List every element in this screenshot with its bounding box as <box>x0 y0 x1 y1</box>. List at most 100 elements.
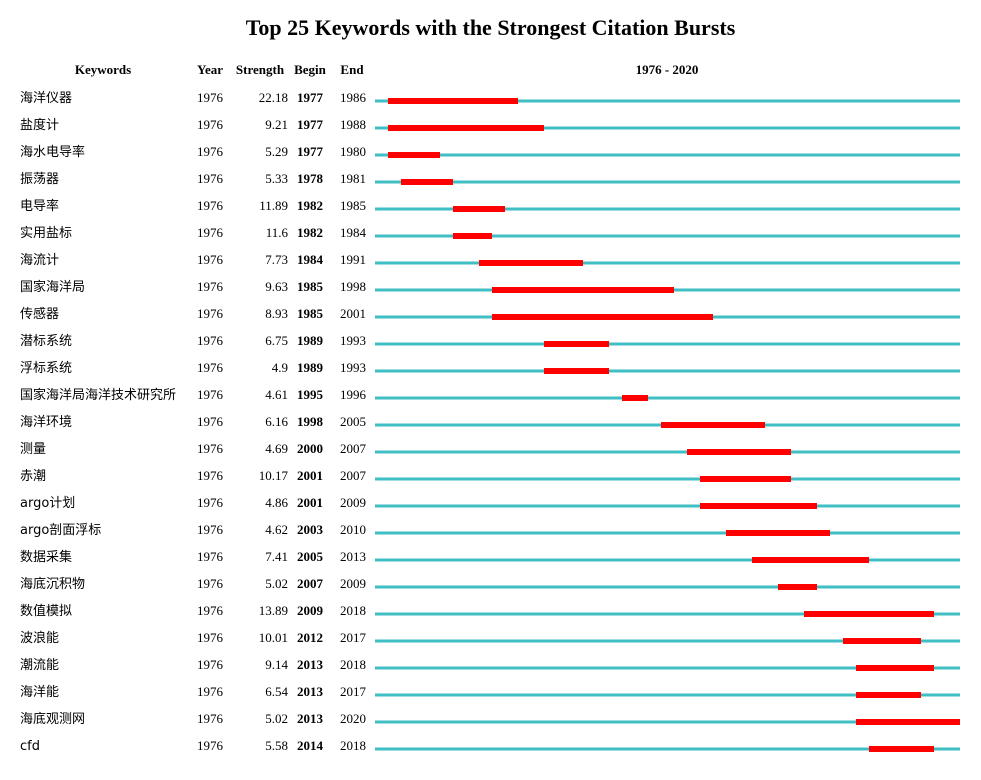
begin-cell: 2007 <box>297 576 324 591</box>
keyword-label: 电导率 <box>20 198 59 214</box>
begin-cell: 1985 <box>297 279 324 294</box>
year-cell: 1976 <box>197 684 224 699</box>
begin-cell: 2001 <box>297 468 323 483</box>
keyword-label: 海流计 <box>20 253 59 268</box>
strength-cell: 5.58 <box>265 738 288 753</box>
begin-cell: 2012 <box>297 630 323 645</box>
strength-cell: 8.93 <box>265 306 288 321</box>
header-timeline: 1976 - 2020 <box>636 62 699 77</box>
year-cell: 1976 <box>197 198 224 213</box>
strength-cell: 13.89 <box>259 603 288 618</box>
strength-cell: 5.29 <box>265 144 288 159</box>
keyword-label: 波浪能 <box>20 631 59 646</box>
header-keywords: Keywords <box>75 62 131 77</box>
keyword-label: 国家海洋局海洋技术研究所 <box>20 387 176 403</box>
year-cell: 1976 <box>197 441 224 456</box>
begin-cell: 1985 <box>297 306 324 321</box>
begin-cell: 2013 <box>297 711 324 726</box>
year-cell: 1976 <box>197 603 224 618</box>
strength-cell: 7.41 <box>265 549 288 564</box>
end-cell: 1984 <box>340 225 367 240</box>
keyword-label: 传感器 <box>20 306 59 322</box>
strength-cell: 11.89 <box>259 198 288 213</box>
begin-cell: 2013 <box>297 657 324 672</box>
keyword-label: 海洋环境 <box>20 415 72 430</box>
end-cell: 1993 <box>340 333 366 348</box>
end-cell: 2007 <box>340 468 367 483</box>
year-cell: 1976 <box>197 171 224 186</box>
end-cell: 2001 <box>340 306 366 321</box>
year-cell: 1976 <box>197 225 224 240</box>
end-cell: 1998 <box>340 279 366 294</box>
strength-cell: 10.01 <box>259 630 288 645</box>
strength-cell: 9.14 <box>265 657 288 672</box>
end-cell: 1988 <box>340 117 366 132</box>
year-cell: 1976 <box>197 360 224 375</box>
begin-cell: 2003 <box>297 522 324 537</box>
strength-cell: 4.9 <box>272 360 288 375</box>
year-cell: 1976 <box>197 738 224 753</box>
header-strength: Strength <box>236 62 285 77</box>
end-cell: 2017 <box>340 684 367 699</box>
begin-cell: 2013 <box>297 684 324 699</box>
end-cell: 2018 <box>340 657 366 672</box>
year-cell: 1976 <box>197 117 224 132</box>
end-cell: 1991 <box>340 252 366 267</box>
strength-cell: 6.16 <box>265 414 288 429</box>
year-cell: 1976 <box>197 333 224 348</box>
begin-cell: 1984 <box>297 252 324 267</box>
keyword-label: 潮流能 <box>20 658 59 673</box>
year-cell: 1976 <box>197 711 224 726</box>
keyword-label: 振荡器 <box>20 172 59 187</box>
strength-cell: 9.63 <box>265 279 288 294</box>
begin-cell: 2001 <box>297 495 323 510</box>
keyword-label: 数据采集 <box>20 549 72 565</box>
strength-cell: 5.02 <box>265 576 288 591</box>
keyword-label: 海洋仪器 <box>20 91 72 106</box>
begin-cell: 1989 <box>297 333 324 348</box>
keyword-label: 海底沉积物 <box>20 576 85 592</box>
begin-cell: 1977 <box>297 90 324 105</box>
begin-cell: 2014 <box>297 738 324 753</box>
strength-cell: 4.62 <box>265 522 288 537</box>
header-end: End <box>340 62 364 77</box>
end-cell: 2017 <box>340 630 367 645</box>
keyword-label: 盐度计 <box>20 117 59 133</box>
keyword-label: 实用盐标 <box>20 226 72 241</box>
year-cell: 1976 <box>197 252 224 267</box>
end-cell: 1980 <box>340 144 366 159</box>
strength-cell: 7.73 <box>265 252 288 267</box>
end-cell: 1985 <box>340 198 366 213</box>
rows-group: 海洋仪器 1976 22.18 1977 1986 盐度计 1976 9.21 1977 1988… <box>20 90 960 754</box>
strength-cell: 6.54 <box>265 684 288 699</box>
keyword-label: 数值模拟 <box>20 603 72 619</box>
strength-cell: 10.17 <box>259 468 289 483</box>
strength-cell: 11.6 <box>266 225 289 240</box>
year-cell: 1976 <box>197 414 224 429</box>
header-year: Year <box>197 62 223 77</box>
year-cell: 1976 <box>197 90 224 105</box>
begin-cell: 1995 <box>297 387 324 402</box>
begin-cell: 1977 <box>297 117 324 132</box>
strength-cell: 9.21 <box>265 117 288 132</box>
end-cell: 2010 <box>340 522 366 537</box>
begin-cell: 2009 <box>297 603 324 618</box>
begin-cell: 1998 <box>297 414 324 429</box>
end-cell: 1986 <box>340 90 367 105</box>
header-begin: Begin <box>294 62 327 77</box>
begin-cell: 1982 <box>297 225 323 240</box>
year-cell: 1976 <box>197 144 224 159</box>
keyword-label: argo计划 <box>20 496 75 511</box>
strength-cell: 4.69 <box>265 441 288 456</box>
keyword-label: argo剖面浮标 <box>20 523 101 538</box>
keyword-label: cfd <box>20 739 40 754</box>
year-cell: 1976 <box>197 657 224 672</box>
keyword-label: 海水电导率 <box>20 144 85 160</box>
end-cell: 2009 <box>340 576 366 591</box>
end-cell: 2018 <box>340 603 366 618</box>
end-cell: 2007 <box>340 441 367 456</box>
keyword-label: 赤潮 <box>20 469 46 484</box>
strength-cell: 6.75 <box>265 333 288 348</box>
strength-cell: 22.18 <box>259 90 288 105</box>
chart-title: Top 25 Keywords with the Strongest Citat… <box>245 15 736 40</box>
